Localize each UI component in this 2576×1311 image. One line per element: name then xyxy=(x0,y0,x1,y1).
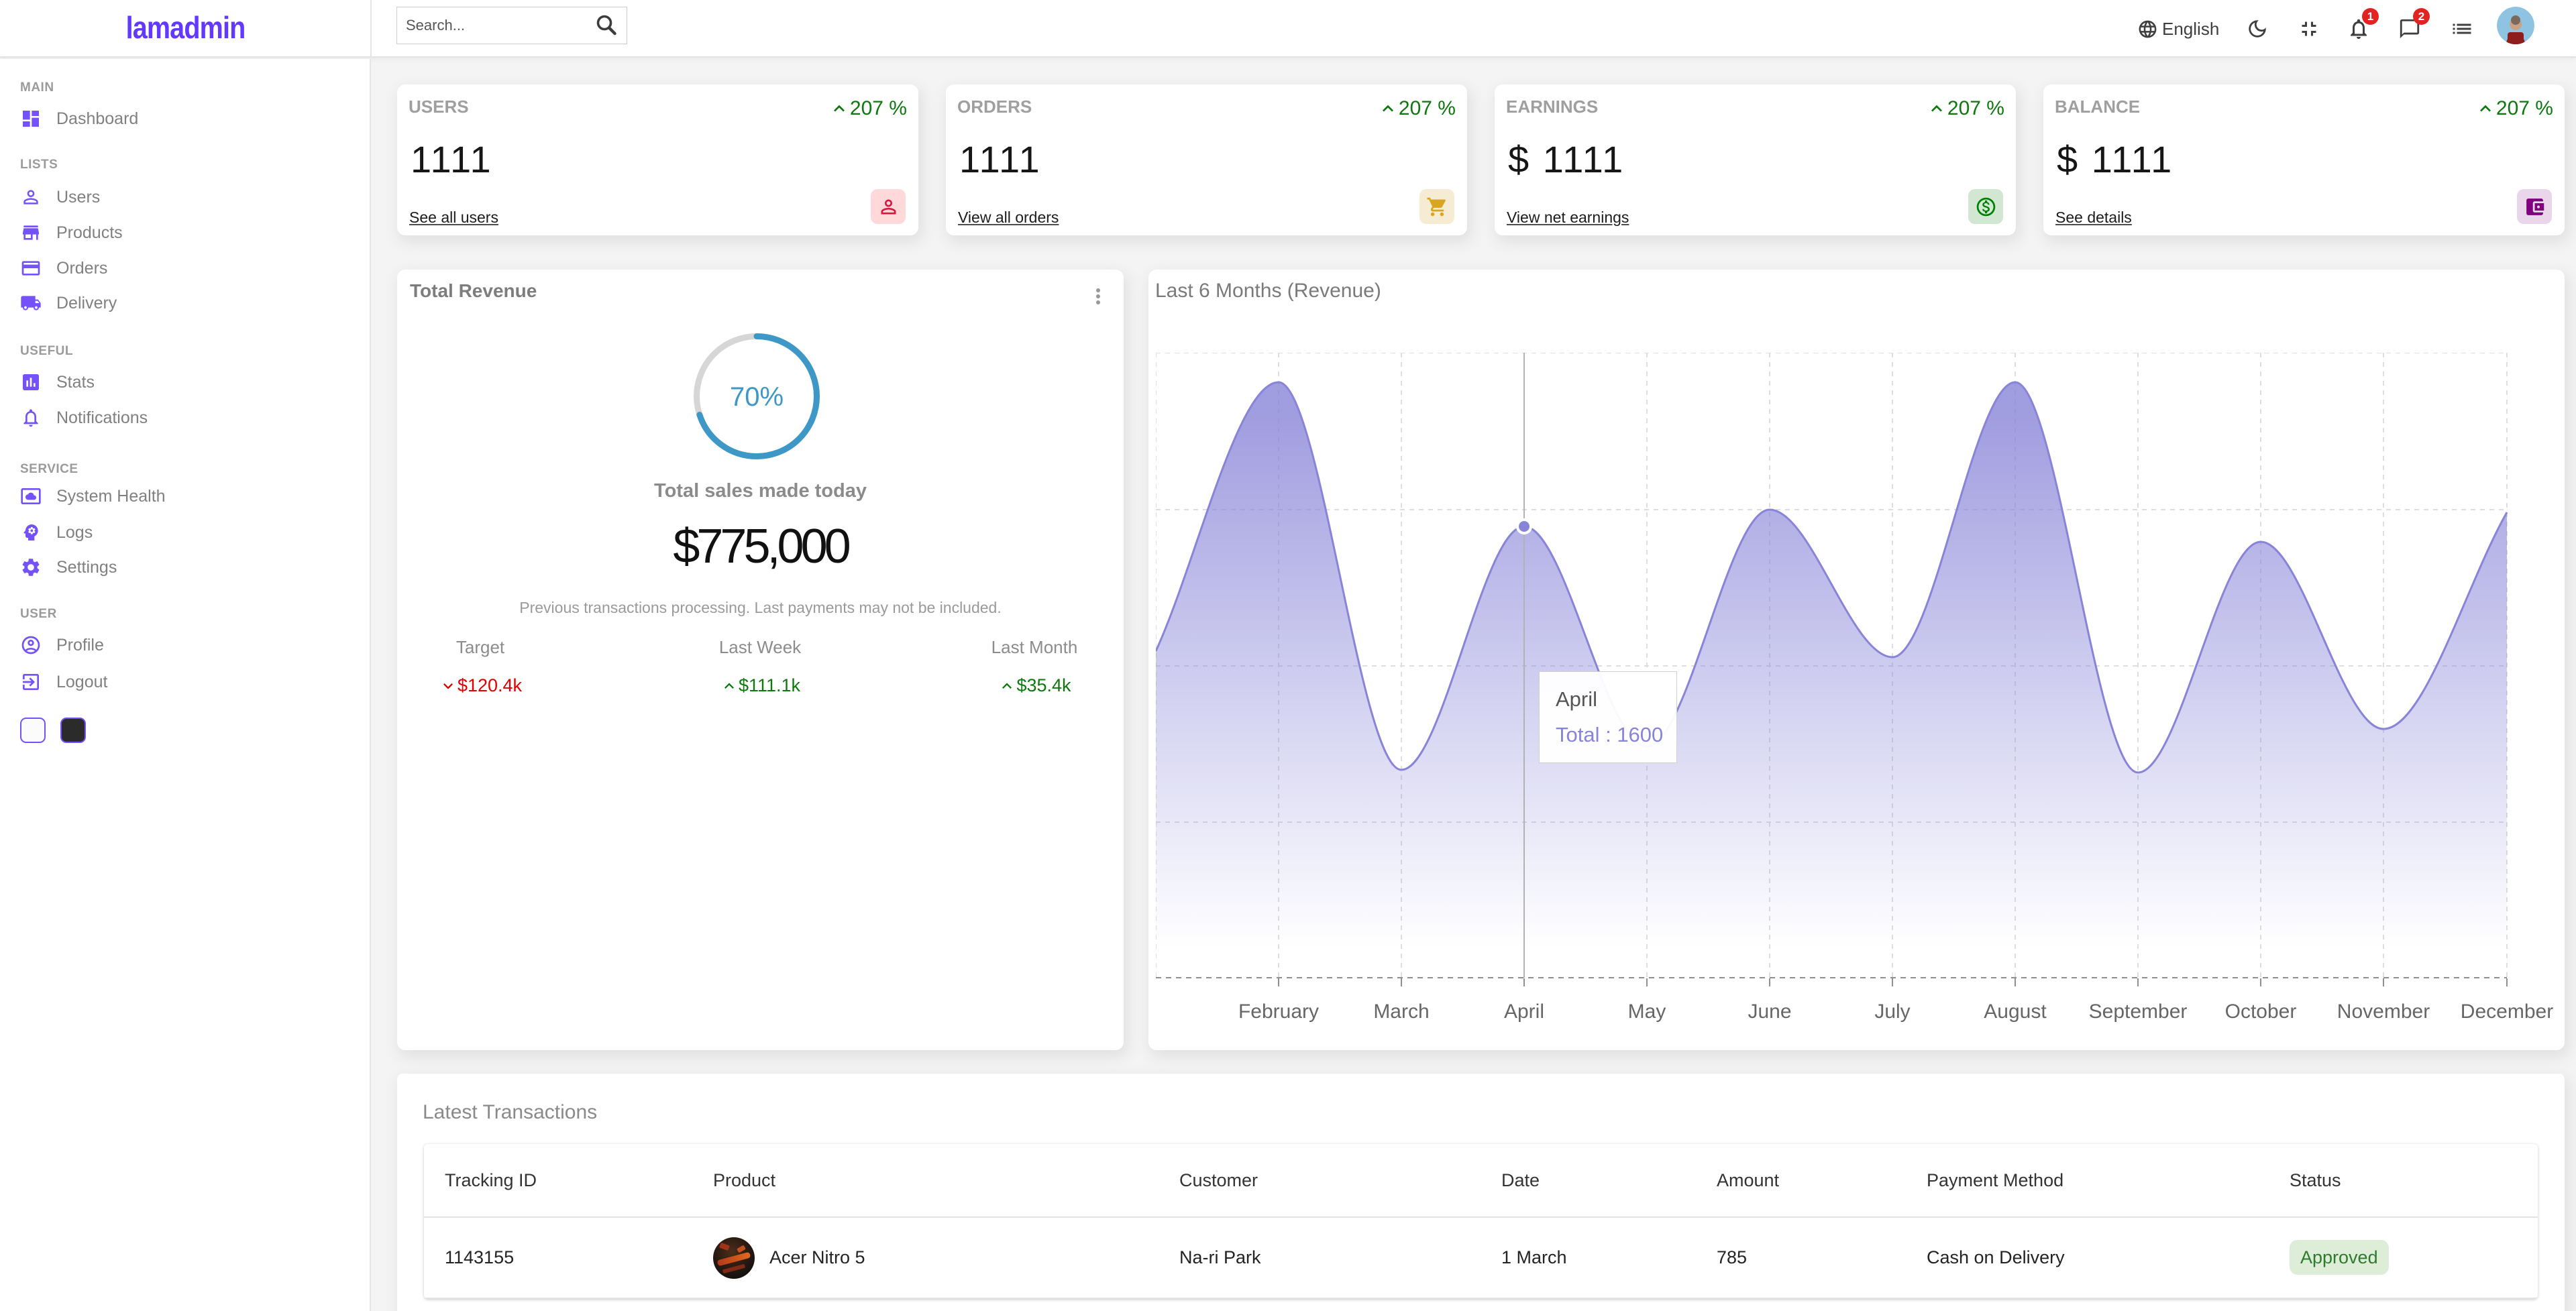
svg-text:70%: 70% xyxy=(730,382,784,412)
